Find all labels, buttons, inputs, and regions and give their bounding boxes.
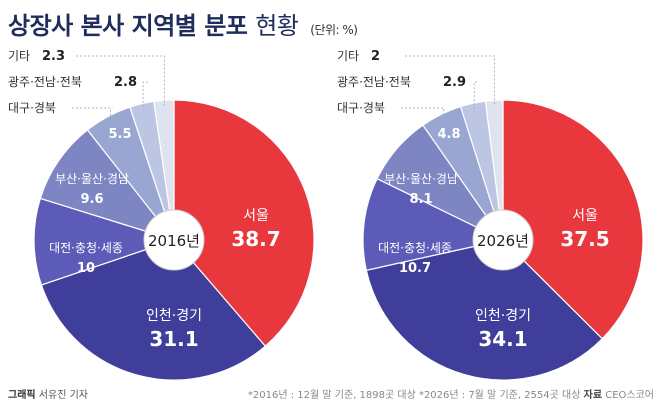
pie2026-center-hole [472,209,534,271]
note-text: *2016년 : 12월 말 기준, 1898곳 대상 *2026년 : 7월 … [247,390,581,401]
pie2016-slice-3-label: 부산·울산·경남 [55,172,129,186]
source-name: CEO스코어 [605,390,654,401]
pie2026-slice-4-value: 4.8 [437,127,460,142]
pie2026-slice-1-label: 인천·경기 [475,308,531,324]
pie2016-slice-2-label: 대전·충청·세종 [49,241,123,255]
pie2026-slice-1-value: 34.1 [478,327,527,351]
pie2016-slice-3 [39,129,176,242]
pie2016-callout-5-label: 광주·전남·전북 [8,75,82,89]
pie2016-callout-6-value: 2.3 [42,49,65,64]
credit-label: 그래픽 [8,390,36,401]
pie2026-slice-2-label: 대전·충청·세종 [378,241,452,255]
pie2026-slice-3-value: 8.1 [409,192,432,207]
pie2026-slice-2-value: 10.7 [399,261,431,276]
footer: 그래픽 서유진 기자 *2016년 : 12월 말 기준, 1898곳 대상 *… [8,386,654,401]
footer-credit: 그래픽 서유진 기자 [8,390,88,401]
pie2026-slice-1 [365,239,604,380]
pie2026-slice-0-label: 서울 [572,208,598,224]
footer-note: *2016년 : 12월 말 기준, 1898곳 대상 *2026년 : 7월 … [248,386,654,401]
pie2016-callout-5-value: 2.8 [114,75,137,90]
pie2016-slice-0-value: 38.7 [231,227,280,251]
pie2016-slice-0-label: 서울 [243,208,269,224]
pie2016-callout-4-label: 대구·경북 [8,101,56,115]
pie2026-center-label: 2026년 [477,232,529,250]
source-label: 자료 [583,390,603,401]
pie2016-leader-4 [72,107,111,123]
pie2016-slice-3-value: 9.6 [80,192,103,207]
chart-title: 상장사 본사 지역별 분포 현황 (단위: %) [8,6,358,41]
pie2026-callout-4-label: 대구·경북 [337,101,385,115]
pie2026-slice-3-label: 부산·울산·경남 [384,172,458,186]
pie2026-leader-5 [473,81,477,110]
pie-chart-2016: 2016년 서울 38.7 인천·경기 31.1 대전·충청·세종 10 부산·울산·경남 9.… [8,49,315,380]
pie2016-slice-2-value: 10 [77,261,95,276]
credit-name: 서유진 기자 [38,390,88,401]
pie2016-slice-0 [173,99,315,348]
pie2026-callout-5-value: 2.9 [443,75,466,90]
pie2016-leader-6 [76,55,165,107]
pie2026-callout-6-label: 기타 [337,49,359,63]
pie2026-callout-5-label: 광주·전남·전북 [337,75,411,89]
pie2026-slice-0 [502,99,644,340]
pie2016-slice-2 [33,197,176,286]
pie2026-callout-6-value: 2 [371,49,380,64]
pie2016-center-hole [143,209,205,271]
pie2026-slice-2 [362,177,505,272]
pie2026-leader-6 [405,55,496,107]
pie2016-slice-6 [153,99,175,241]
pie2016-callout-6-label: 기타 [8,49,30,63]
title-sub: 현황 [255,12,299,40]
pie2016-slice-4-value: 5.5 [108,127,131,142]
title-main: 상장사 본사 지역별 분포 [8,12,248,40]
pie2026-slice-0-value: 37.5 [560,227,609,251]
title-unit: (단위: %) [310,23,358,37]
pie-chart-2026: 2026년 서울 37.5 인천·경기 34.1 대전·충청·세종 10.7 부산·울산·경남… [337,49,644,380]
pie2016-slice-1-value: 31.1 [149,327,198,351]
pie2016-slice-1 [40,239,267,380]
pie2016-slice-1-label: 인천·경기 [146,308,202,324]
pie2016-center-label: 2016년 [148,232,200,250]
pie2016-leader-5 [142,81,148,110]
